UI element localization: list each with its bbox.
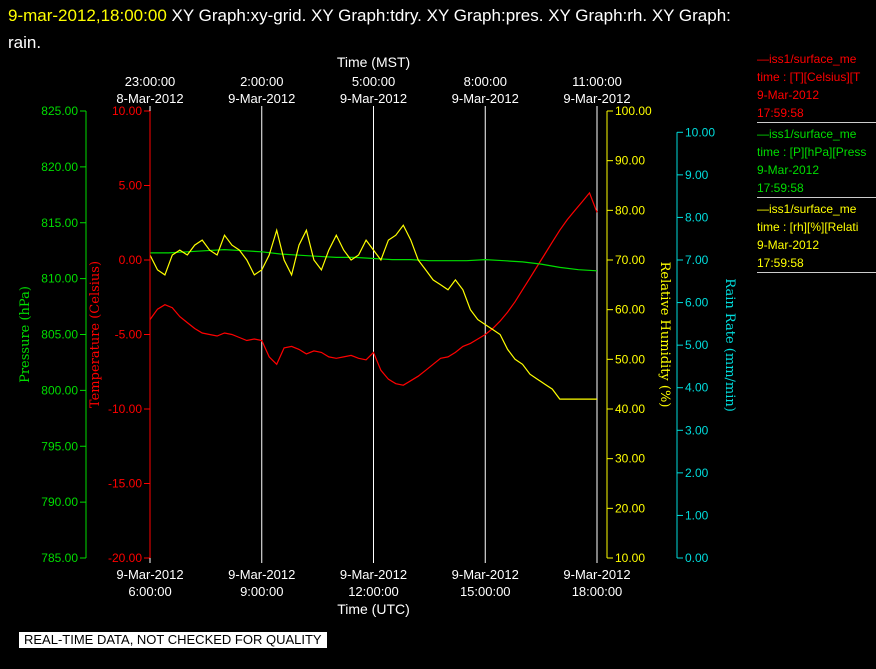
mst-axis-label: Time (MST) — [337, 54, 410, 70]
utc-tick-date: 9-Mar-2012 — [452, 567, 519, 582]
title-graph-list-cont: rain. — [8, 33, 42, 52]
mst-tick-time: 8:00:00 — [464, 74, 507, 89]
pressure-tick-label: 820.00 — [41, 160, 78, 174]
legend-entry-line2: time : [P][hPa][Press — [757, 145, 867, 159]
utc-tick-date: 9-Mar-2012 — [563, 567, 630, 582]
pressure-tick-label: 790.00 — [41, 495, 78, 509]
humidity-axis-label: Relative Humidity (%) — [657, 262, 672, 408]
rain-axis-label: Rain Rate (mm/min) — [722, 278, 737, 411]
title-date: 9-mar-2012,18:00:00 — [8, 6, 167, 25]
rain-tick-label: 4.00 — [685, 381, 709, 395]
legend-entry-line2: time : [rh][%][Relati — [757, 220, 859, 234]
humidity-tick-label: 40.00 — [615, 402, 645, 416]
humidity-series-line — [149, 224, 597, 400]
humidity-tick-label: 90.00 — [615, 154, 645, 168]
legend-entry-line4: 17:59:58 — [757, 256, 804, 270]
mst-tick-date: 9-Mar-2012 — [228, 91, 295, 106]
mst-tick-date: 9-Mar-2012 — [563, 91, 630, 106]
utc-tick-date: 9-Mar-2012 — [228, 567, 295, 582]
mst-tick-date: 9-Mar-2012 — [340, 91, 407, 106]
legend-entry-line1: —iss1/surface_me — [757, 127, 857, 141]
temperature-tick-label: -15.00 — [108, 477, 142, 491]
quality-notice: REAL-TIME DATA, NOT CHECKED FOR QUALITY — [19, 632, 327, 648]
pressure-tick-label: 785.00 — [41, 551, 78, 565]
rain-tick-label: 2.00 — [685, 466, 709, 480]
rain-tick-label: 8.00 — [685, 210, 709, 224]
temperature-tick-label: 0.00 — [119, 253, 143, 267]
utc-tick-time: 9:00:00 — [240, 584, 283, 599]
rain-tick-label: 3.00 — [685, 423, 709, 437]
legend-entry-line1: —iss1/surface_me — [757, 202, 857, 216]
rain-tick-label: 10.00 — [685, 125, 715, 139]
humidity-tick-label: 30.00 — [615, 452, 645, 466]
title-graph-list: XY Graph:xy-grid. XY Graph:tdry. XY Grap… — [171, 6, 731, 25]
temperature-tick-label: 5.00 — [119, 179, 143, 193]
pressure-series-line — [150, 248, 598, 272]
legend-entry-line4: 17:59:58 — [757, 181, 804, 195]
utc-tick-date: 9-Mar-2012 — [340, 567, 407, 582]
humidity-tick-label: 80.00 — [615, 203, 645, 217]
pressure-tick-label: 815.00 — [41, 216, 78, 230]
mst-tick-time: 5:00:00 — [352, 74, 395, 89]
pressure-tick-label: 825.00 — [41, 104, 78, 118]
humidity-tick-label: 10.00 — [615, 551, 645, 565]
axes-layer — [80, 106, 683, 563]
legend[interactable]: —iss1/surface_me time : [T][Celsius][T 9-M… — [757, 50, 876, 275]
pressure-tick-label: 800.00 — [41, 383, 78, 397]
legend-entry-line3: 9-Mar-2012 — [757, 238, 820, 252]
mst-tick-time: 11:00:00 — [572, 74, 622, 89]
temperature-tick-label: -20.00 — [108, 551, 142, 565]
mst-tick-time: 23:00:00 — [125, 74, 176, 89]
rain-tick-label: 0.00 — [685, 551, 709, 565]
humidity-tick-label: 60.00 — [615, 303, 645, 317]
temperature-tick-label: -5.00 — [115, 328, 143, 342]
humidity-tick-label: 20.00 — [615, 501, 645, 515]
temperature-tick-label: 10.00 — [112, 104, 142, 118]
utc-axis-label: Time (UTC) — [337, 601, 410, 617]
rain-tick-label: 9.00 — [685, 168, 709, 182]
utc-tick-time: 6:00:00 — [128, 584, 171, 599]
humidity-tick-label: 70.00 — [615, 253, 645, 267]
labels-layer: 825.00 820.00 815.00 810.00 805.00 800.00 795.… — [18, 54, 737, 617]
mst-tick-date: 9-Mar-2012 — [452, 91, 519, 106]
title-bar: 9-mar-2012,18:00:00 XY Graph:xy-grid. XY… — [8, 2, 858, 56]
rain-tick-label: 1.00 — [685, 508, 709, 522]
rain-tick-label: 6.00 — [685, 296, 709, 310]
legend-entry-line2: time : [T][Celsius][T — [757, 70, 861, 84]
mst-tick-time: 2:00:00 — [240, 74, 283, 89]
rain-tick-label: 5.00 — [685, 338, 709, 352]
utc-tick-time: 12:00:00 — [348, 584, 399, 599]
pressure-tick-label: 810.00 — [41, 272, 78, 286]
series-layer — [149, 191, 598, 400]
pressure-axis-label: Pressure (hPa) — [18, 286, 33, 383]
rain-tick-label: 7.00 — [685, 253, 709, 267]
temperature-series-line — [149, 191, 598, 386]
utc-tick-date: 9-Mar-2012 — [116, 567, 183, 582]
legend-entry-line3: 9-Mar-2012 — [757, 163, 820, 177]
mst-tick-date: 8-Mar-2012 — [116, 91, 183, 106]
pressure-tick-label: 805.00 — [41, 328, 78, 342]
utc-tick-time: 15:00:00 — [460, 584, 511, 599]
humidity-tick-label: 100.00 — [615, 104, 652, 118]
legend-entry-line3: 9-Mar-2012 — [757, 88, 820, 102]
gridlines — [149, 111, 598, 558]
legend-entry-line1: —iss1/surface_me — [757, 52, 857, 66]
temperature-tick-label: -10.00 — [108, 402, 142, 416]
pressure-tick-label: 795.00 — [41, 439, 78, 453]
temperature-axis-label: Temperature (Celsius) — [88, 261, 103, 408]
utc-tick-time: 18:00:00 — [572, 584, 623, 599]
humidity-tick-label: 50.00 — [615, 352, 645, 366]
legend-entry-line4: 17:59:58 — [757, 106, 804, 120]
